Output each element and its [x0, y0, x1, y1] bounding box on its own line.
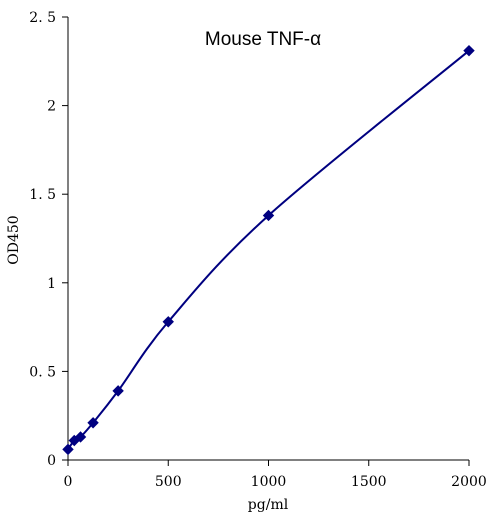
y-tick-label: 1. 5 — [29, 187, 56, 203]
x-tick-label: 500 — [155, 474, 182, 490]
x-tick-label: 2000 — [451, 474, 487, 490]
y-tick-label: 0 — [47, 453, 56, 469]
data-point-marker — [62, 443, 74, 456]
x-tick-label: 0 — [64, 474, 73, 490]
y-tick-label: 1 — [47, 276, 56, 292]
y-tick-label: 2 — [47, 99, 56, 115]
y-tick-label: 0. 5 — [29, 364, 56, 380]
data-point-marker — [112, 385, 124, 397]
chart-title: Mouse TNF-α — [205, 29, 321, 50]
x-axis-title: pg/ml — [248, 497, 289, 513]
x-tick-label: 1500 — [351, 474, 387, 490]
x-ticks: 0 500 1000 1500 2000 — [64, 460, 487, 490]
y-ticks: 0 0. 5 1 1. 5 2 2. 5 — [29, 10, 68, 469]
series-line — [67, 49, 470, 450]
y-tick-label: 2. 5 — [29, 10, 56, 26]
data-point-marker — [162, 316, 174, 328]
data-point-marker — [87, 417, 99, 429]
y-axis-title: OD450 — [6, 215, 22, 264]
x-tick-label: 1000 — [251, 474, 287, 490]
data-point-marker — [74, 431, 87, 443]
data-point-marker — [463, 44, 475, 57]
series-markers — [62, 44, 475, 456]
data-point-marker — [262, 209, 275, 222]
